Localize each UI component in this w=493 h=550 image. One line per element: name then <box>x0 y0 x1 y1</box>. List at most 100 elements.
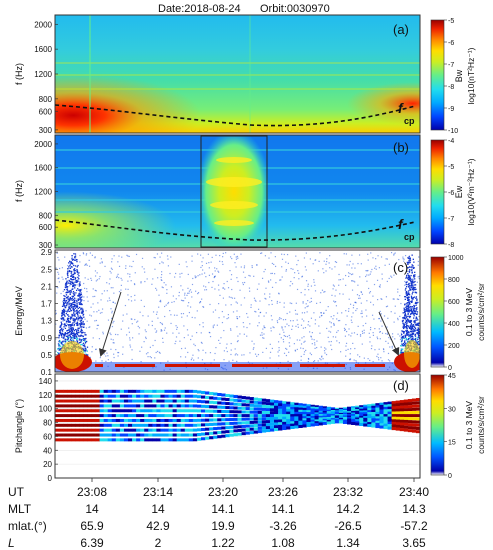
table-cell: 14.1 <box>271 502 295 516</box>
table-cell: 14.1 <box>211 502 235 516</box>
table-row-label: mlat.(°) <box>8 519 47 533</box>
y-tick-label: 600 <box>39 223 53 232</box>
colorbar-b-unit: log10(V²m⁻²Hz⁻¹) <box>466 158 476 225</box>
colorbar-tick-label: -8 <box>448 242 454 249</box>
panel-a-fcp-subscript: cp <box>404 116 415 126</box>
colorbar-a: -5 -6 -7 -8 -9 -10 Bw log10(nT²Hz⁻¹) <box>430 18 476 135</box>
colorbar-b: -4 -5 -6 -7 -8 Ew log10(V²m⁻²Hz⁻¹) <box>430 138 476 249</box>
y-tick-label: 100 <box>39 405 53 414</box>
y-tick-label: 600 <box>39 107 53 116</box>
table-cell: 6.39 <box>80 536 104 550</box>
table-cell: 1.34 <box>336 536 360 550</box>
colorbar-tick-label: -4 <box>448 138 454 145</box>
colorbar-tick-label: 0 <box>448 365 452 372</box>
colorbar-tick-label: -6 <box>448 190 454 197</box>
y-tick-label: 2.5 <box>41 265 53 274</box>
y-tick-label: 300 <box>39 126 53 135</box>
y-tick-label: 800 <box>39 95 53 104</box>
x-axis-ticks <box>91 478 415 482</box>
orbit-parameter-table: UT 23:08 23:14 23:20 23:26 23:32 23:40 MLT 14 14 1… <box>8 485 429 550</box>
colorbar-tick-label: -7 <box>448 62 454 69</box>
table-cell: 14 <box>85 502 99 516</box>
table-row-label: L <box>8 536 15 550</box>
panel-b-y-ticks: 2000 1600 1200 800 600 300 <box>34 140 58 250</box>
colorbar-tick-label: 400 <box>448 321 460 328</box>
colorbar-c-unit: counts/s/cm²/sr <box>476 283 486 341</box>
y-tick-label: 1600 <box>34 164 52 173</box>
colorbar-tick-label: -10 <box>448 128 458 135</box>
panel-b-highlight-box <box>200 135 268 248</box>
panel-c: (c) Energy/MeV 2.9 2.5 2.1 1.7 1.3 0.9 0.5 0.1 <box>14 248 421 377</box>
y-tick-label: 0 <box>48 474 53 483</box>
colorbar-tick-label: -9 <box>448 106 454 113</box>
y-tick-label: 2000 <box>34 140 52 149</box>
colorbar-tick-label: 600 <box>448 299 460 306</box>
panel-d-y-ticks: 140 120 100 80 60 40 20 0 <box>39 377 58 483</box>
table-cell: 3.65 <box>402 536 426 550</box>
panel-d-pitchangle-bands <box>55 389 421 442</box>
y-tick-label: 20 <box>43 460 52 469</box>
colorbar-tick-label: 1000 <box>448 255 464 262</box>
table-cell: 23:20 <box>208 485 238 499</box>
colorbar-c: 1000 800 600 400 200 0 0.1 to 3 MeV counts/s/… <box>430 255 486 372</box>
panel-a-y-ticks: 2000 1600 1200 800 600 300 <box>34 20 58 135</box>
table-cell: 1.22 <box>211 536 235 550</box>
panel-a-ylabel: f (Hz) <box>14 63 24 85</box>
colorbar-c-title: 0.1 to 3 MeV <box>464 288 474 337</box>
colorbar-tick-label: -5 <box>448 164 454 171</box>
y-tick-label: 2.1 <box>41 282 53 291</box>
panel-c-ylabel: Energy/MeV <box>14 286 24 336</box>
table-cell: 14.2 <box>336 502 360 516</box>
panel-b-label: (b) <box>393 140 409 155</box>
y-tick-label: 80 <box>43 419 52 428</box>
colorbar-tick-label: -8 <box>448 84 454 91</box>
table-cell: -3.26 <box>269 519 297 533</box>
table-cell: 65.9 <box>80 519 104 533</box>
panel-c-arrow-right <box>378 311 400 356</box>
y-tick-label: 2.9 <box>41 248 53 257</box>
panel-c-y-ticks: 2.9 2.5 2.1 1.7 1.3 0.9 0.5 0.1 <box>41 248 58 377</box>
panel-d-label: (d) <box>393 378 409 393</box>
colorbar-tick-label: -6 <box>448 40 454 47</box>
panel-b-fcp-subscript: cp <box>404 232 415 242</box>
panel-b-ylabel: f (Hz) <box>14 180 24 202</box>
y-tick-label: 2000 <box>34 20 52 29</box>
y-tick-label: 0.9 <box>41 334 53 343</box>
table-cell: -26.5 <box>334 519 362 533</box>
y-tick-label: 40 <box>43 446 52 455</box>
y-tick-label: 1600 <box>34 45 52 54</box>
y-tick-label: 1200 <box>34 188 52 197</box>
table-cell: 14 <box>151 502 165 516</box>
panel-b-fcp-label: f <box>398 216 404 232</box>
colorbar-tick-label: 15 <box>448 440 456 447</box>
table-cell: 23:26 <box>268 485 298 499</box>
date-label: Date:2018-08-24 <box>158 3 241 15</box>
table-cell: 23:14 <box>143 485 173 499</box>
colorbar-tick-label: 200 <box>448 343 460 350</box>
panel-a-fcp-label: f <box>398 100 404 116</box>
colorbar-a-unit: log10(nT²Hz⁻¹) <box>466 47 476 104</box>
table-row-label: UT <box>8 485 25 499</box>
panel-b: (b) f cp f (Hz) 2000 1600 1200 800 600 300 <box>14 134 421 250</box>
y-tick-label: 1200 <box>34 70 52 79</box>
y-tick-label: 300 <box>39 241 53 250</box>
y-tick-label: 0.5 <box>41 351 53 360</box>
colorbar-tick-label: 30 <box>448 406 456 413</box>
colorbar-d-title: 0.1 to 3 MeV <box>464 401 474 450</box>
colorbar-d-unit: counts/s/cm²/sr <box>476 396 486 454</box>
y-tick-label: 140 <box>39 377 53 386</box>
table-cell: 14.3 <box>402 502 426 516</box>
y-tick-label: 120 <box>39 391 53 400</box>
colorbar-b-title: Ew <box>454 185 464 198</box>
table-cell: 1.08 <box>271 536 295 550</box>
y-tick-label: 1.3 <box>41 317 53 326</box>
panel-d: (d) Pitchangle (°) 140 120 100 80 60 40 20 0 <box>14 373 421 483</box>
y-tick-label: 60 <box>43 432 52 441</box>
colorbar-tick-label: 0 <box>448 473 452 480</box>
table-cell: -57.2 <box>400 519 428 533</box>
colorbar-a-title: Bw <box>454 69 464 82</box>
y-tick-label: 800 <box>39 211 53 220</box>
panel-a: (a) f cp f (Hz) 2000 1600 1200 800 600 300 <box>14 14 421 135</box>
table-row-label: MLT <box>8 502 32 516</box>
